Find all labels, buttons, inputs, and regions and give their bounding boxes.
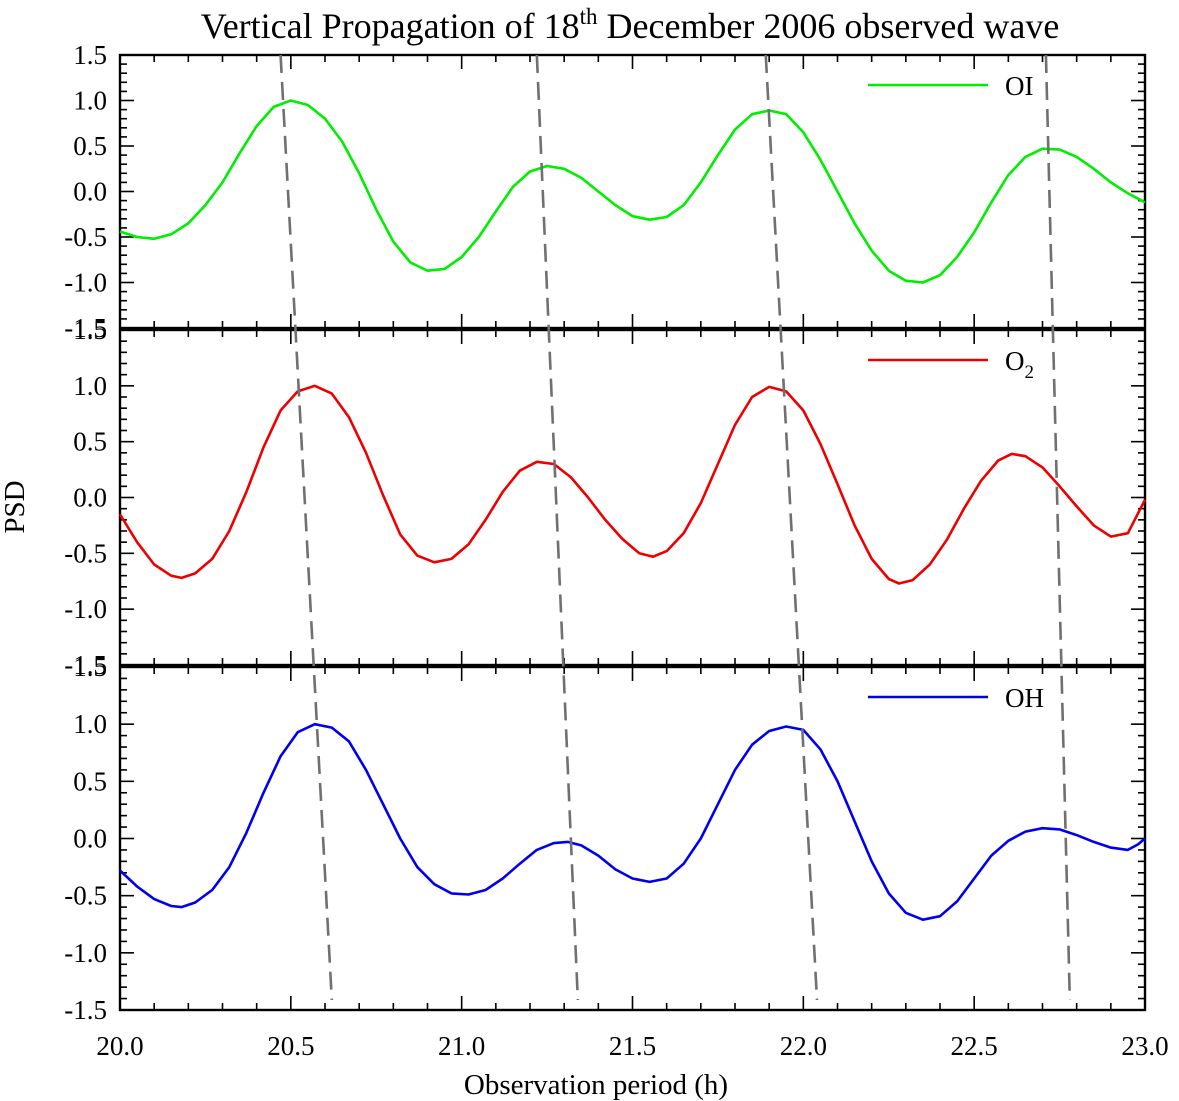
series-line-oh: [119, 722, 1146, 921]
phase-line-4: [1044, 54, 1072, 1001]
panel-frame: [118, 328, 1147, 667]
x-axis: 20.0 20.5 21.0 21.5 22.0 22.5 23.0: [96, 1031, 1168, 1061]
phase-line-1: [279, 54, 334, 1001]
x-tick-label: 21.5: [609, 1031, 656, 1061]
y-tick-label: -1.5: [64, 313, 107, 343]
y-tick-label: -0.5: [64, 222, 107, 252]
y-tick-label: -1.5: [64, 650, 107, 680]
y-tick-label: 0.0: [73, 483, 107, 513]
y-tick-label: 1.5: [73, 315, 107, 345]
legend-label-oh: OH: [1005, 683, 1044, 713]
x-tick-label: 22.0: [780, 1031, 827, 1061]
y-tick-label: 1.0: [73, 709, 107, 739]
legend-label-main: O: [1005, 346, 1025, 376]
y-tick-label: 1.0: [73, 371, 107, 401]
y-tick-label: 0.5: [73, 131, 107, 161]
y-tick-label: -1.0: [64, 268, 107, 298]
legend-label-o2: O2: [1005, 346, 1034, 383]
phase-lines-group: [279, 54, 1072, 1001]
x-tick-label: 23.0: [1121, 1031, 1168, 1061]
y-tick-label: -0.5: [64, 881, 107, 911]
y-tick-label: 0.5: [73, 766, 107, 796]
y-tick-label: 1.5: [73, 652, 107, 682]
legend-label-main: OH: [1005, 683, 1044, 713]
x-tick-label: 21.0: [438, 1031, 485, 1061]
y-tick-label: 0.5: [73, 427, 107, 457]
phase-line-3: [764, 54, 819, 1001]
y-axis-label: PSD: [0, 480, 31, 533]
panels-group: -1.5 -1.0 -0.5 0.0 0.5 1.0 1.5 OI -1.5 -1.0 -0.5 0.…: [64, 40, 1147, 1025]
panel-frame: [118, 665, 1147, 1012]
panel-frame: [118, 53, 1147, 330]
x-tick-label: 20.5: [267, 1031, 314, 1061]
y-tick-label: 1.5: [73, 40, 107, 70]
legend-label-subscript: 2: [1025, 362, 1035, 383]
panel-o2: -1.5 -1.0 -0.5 0.0 0.5 1.0 1.5 O2: [64, 315, 1147, 680]
title-prefix: Vertical Propagation of 18: [201, 6, 580, 46]
legend-label-main: OI: [1005, 71, 1034, 101]
x-tick-label: 22.5: [951, 1031, 998, 1061]
y-tick-label: 0.0: [73, 177, 107, 207]
y-tick-label: -0.5: [64, 538, 107, 568]
y-tick-label: 0.0: [73, 824, 107, 854]
x-axis-label: Observation period (h): [464, 1069, 728, 1101]
series-line-oi: [119, 99, 1146, 284]
x-tick-label: 20.0: [96, 1031, 143, 1061]
y-tick-label: -1.0: [64, 938, 107, 968]
phase-line-2: [535, 54, 580, 1001]
legend-label-oi: OI: [1005, 71, 1034, 101]
y-tick-label: 1.0: [73, 86, 107, 116]
series-line-o2: [118, 384, 1147, 585]
panel-oi: -1.5 -1.0 -0.5 0.0 0.5 1.0 1.5 OI: [64, 40, 1147, 343]
y-tick-label: -1.5: [64, 995, 107, 1025]
title-superscript: th: [580, 4, 598, 29]
panel-oh: -1.5 -1.0 -0.5 0.0 0.5 1.0 1.5 OH: [64, 652, 1147, 1025]
chart-title: Vertical Propagation of 18th December 20…: [201, 4, 1060, 46]
y-tick-label: -1.0: [64, 594, 107, 624]
title-suffix: December 2006 observed wave: [597, 6, 1059, 46]
